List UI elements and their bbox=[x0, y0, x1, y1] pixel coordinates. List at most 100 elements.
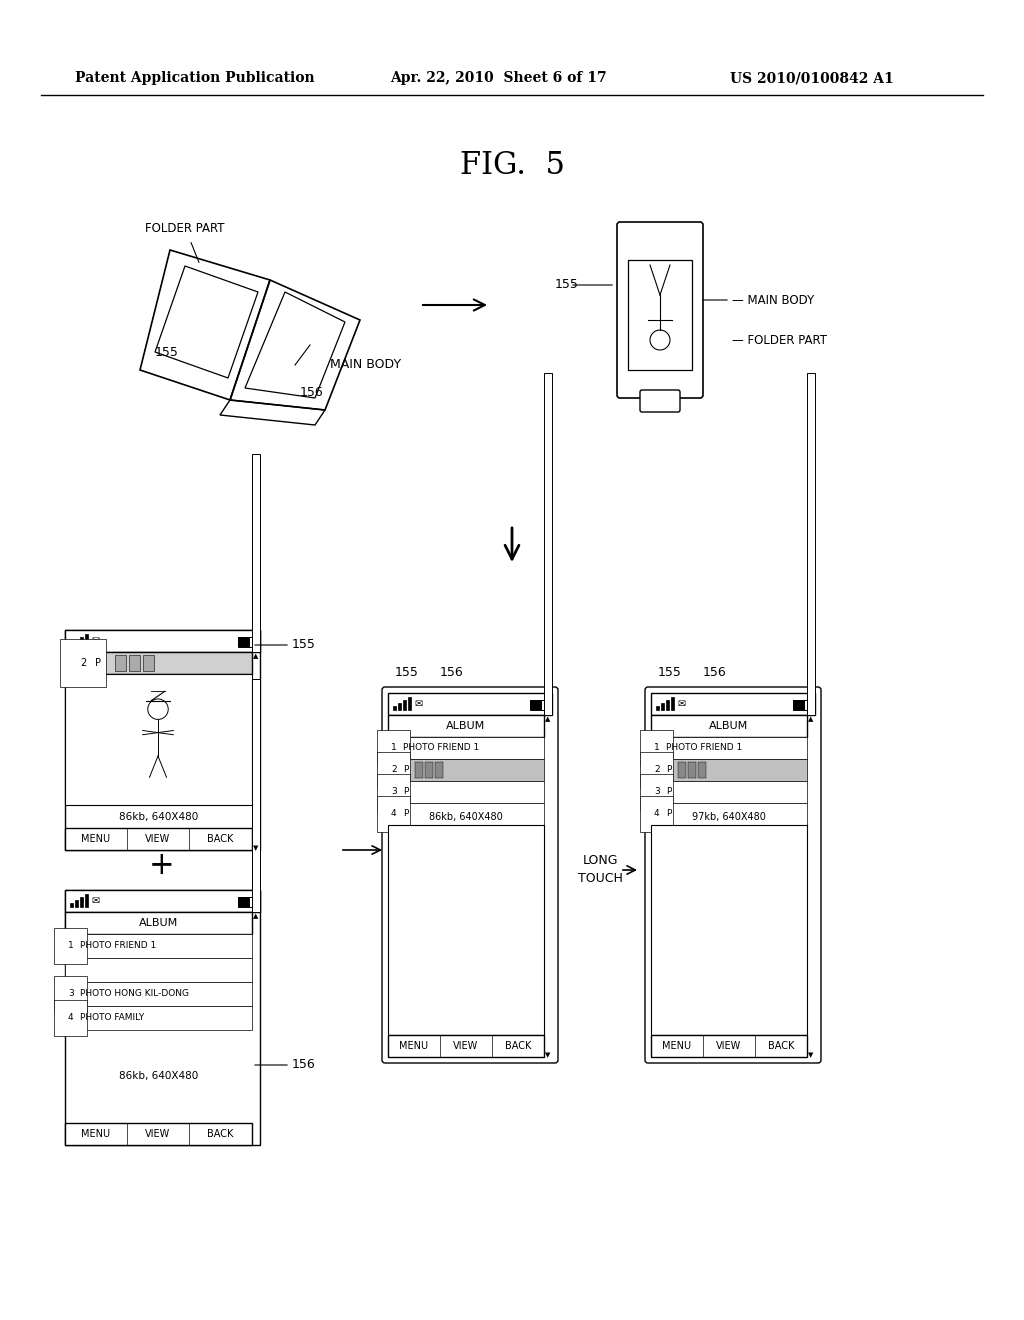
FancyBboxPatch shape bbox=[382, 686, 558, 1063]
Bar bbox=[651, 715, 807, 737]
Text: 1: 1 bbox=[654, 743, 659, 752]
Text: MENU: MENU bbox=[82, 834, 111, 843]
Text: 3: 3 bbox=[68, 990, 74, 998]
Bar bbox=[388, 693, 552, 715]
Text: ALBUM: ALBUM bbox=[710, 721, 749, 731]
Text: PHOTO HONG KIL-DONG: PHOTO HONG KIL-DONG bbox=[80, 990, 189, 998]
Text: 3: 3 bbox=[391, 788, 396, 796]
Text: 156: 156 bbox=[300, 387, 324, 400]
Bar bbox=[666, 700, 669, 710]
Text: P: P bbox=[666, 766, 672, 775]
Text: — MAIN BODY: — MAIN BODY bbox=[732, 293, 814, 306]
Text: ✉: ✉ bbox=[677, 700, 685, 709]
Bar bbox=[252, 678, 260, 912]
Text: MENU: MENU bbox=[82, 1129, 111, 1139]
Bar bbox=[115, 655, 126, 671]
Bar bbox=[65, 630, 260, 652]
Bar bbox=[65, 675, 252, 805]
Text: 155: 155 bbox=[555, 279, 579, 292]
Text: LONG
TOUCH: LONG TOUCH bbox=[578, 854, 623, 886]
Bar bbox=[65, 958, 252, 982]
Bar bbox=[238, 898, 250, 907]
Bar bbox=[688, 762, 696, 777]
Text: FOLDER PART: FOLDER PART bbox=[145, 222, 224, 235]
Bar bbox=[75, 900, 78, 907]
Bar bbox=[651, 759, 807, 781]
Bar bbox=[388, 803, 544, 825]
Text: MENU: MENU bbox=[399, 1041, 429, 1051]
Bar bbox=[238, 638, 254, 647]
Bar bbox=[85, 894, 88, 907]
Text: 3: 3 bbox=[654, 788, 659, 796]
Bar bbox=[388, 759, 544, 781]
Bar bbox=[651, 803, 807, 825]
Bar bbox=[75, 640, 78, 647]
Bar bbox=[388, 1035, 544, 1057]
Bar bbox=[65, 982, 252, 1006]
Text: 4: 4 bbox=[68, 1014, 74, 1023]
Text: P: P bbox=[403, 809, 409, 818]
Text: ▲: ▲ bbox=[253, 913, 259, 919]
Bar bbox=[70, 903, 73, 907]
Text: PHOTO FRIEND 1: PHOTO FRIEND 1 bbox=[666, 743, 742, 752]
Text: ▲: ▲ bbox=[808, 715, 814, 722]
Text: 2: 2 bbox=[391, 766, 396, 775]
Bar bbox=[651, 825, 807, 1035]
Text: P: P bbox=[95, 657, 101, 668]
Text: ▼: ▼ bbox=[253, 845, 259, 851]
Text: 1: 1 bbox=[391, 743, 396, 752]
Text: P: P bbox=[666, 788, 672, 796]
Bar bbox=[252, 454, 260, 652]
Bar bbox=[393, 706, 396, 710]
Text: 86kb, 640X480: 86kb, 640X480 bbox=[119, 1072, 198, 1081]
Text: VIEW: VIEW bbox=[454, 1041, 478, 1051]
Text: US 2010/0100842 A1: US 2010/0100842 A1 bbox=[730, 71, 894, 84]
Bar bbox=[435, 762, 443, 777]
Bar bbox=[65, 828, 252, 850]
Text: +: + bbox=[150, 850, 175, 880]
Text: MAIN BODY: MAIN BODY bbox=[330, 359, 401, 371]
Text: ▲: ▲ bbox=[253, 653, 259, 659]
Bar bbox=[388, 737, 544, 759]
Text: ▼: ▼ bbox=[808, 1052, 814, 1059]
Text: ✉: ✉ bbox=[91, 636, 99, 645]
Text: 86kb, 640X480: 86kb, 640X480 bbox=[119, 812, 198, 822]
Bar bbox=[678, 762, 686, 777]
Bar bbox=[651, 737, 807, 759]
Bar bbox=[793, 700, 809, 710]
Bar bbox=[129, 655, 140, 671]
FancyBboxPatch shape bbox=[640, 389, 680, 412]
Text: VIEW: VIEW bbox=[717, 1041, 741, 1051]
Text: BACK: BACK bbox=[207, 834, 233, 843]
Text: P: P bbox=[403, 766, 409, 775]
Bar bbox=[530, 700, 542, 710]
Text: P: P bbox=[666, 809, 672, 818]
Text: 155: 155 bbox=[292, 639, 315, 652]
Text: BACK: BACK bbox=[768, 1041, 795, 1051]
Bar bbox=[698, 762, 706, 777]
Bar bbox=[65, 890, 260, 1144]
FancyBboxPatch shape bbox=[645, 686, 821, 1063]
Text: 4: 4 bbox=[654, 809, 659, 818]
Bar bbox=[65, 912, 252, 935]
Bar bbox=[403, 700, 406, 710]
Bar bbox=[408, 697, 411, 710]
Bar bbox=[544, 374, 552, 715]
Bar bbox=[65, 1123, 252, 1144]
Text: ✉: ✉ bbox=[414, 700, 422, 709]
Text: Patent Application Publication: Patent Application Publication bbox=[75, 71, 314, 84]
Text: 155: 155 bbox=[155, 346, 179, 359]
Text: PHOTO FRIEND 1: PHOTO FRIEND 1 bbox=[80, 941, 157, 950]
Text: 156: 156 bbox=[440, 665, 464, 678]
Text: VIEW: VIEW bbox=[145, 834, 171, 843]
Text: 2: 2 bbox=[80, 657, 86, 668]
Bar bbox=[388, 715, 544, 737]
Bar bbox=[385, 690, 555, 1060]
Bar bbox=[656, 706, 659, 710]
Bar bbox=[80, 638, 83, 647]
Bar bbox=[651, 1035, 807, 1057]
Text: 86kb, 640X480: 86kb, 640X480 bbox=[429, 812, 503, 822]
Bar bbox=[388, 825, 544, 1035]
Bar bbox=[65, 935, 252, 958]
Bar bbox=[80, 898, 83, 907]
